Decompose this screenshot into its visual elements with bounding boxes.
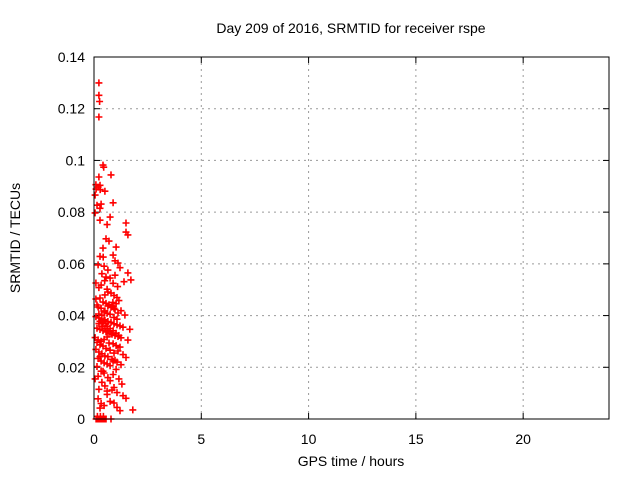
x-tick-label: 10 <box>301 431 317 447</box>
y-tick-label: 0.1 <box>66 152 86 168</box>
data-points <box>91 79 137 423</box>
x-tick-label: 5 <box>197 431 205 447</box>
chart-title: Day 209 of 2016, SRMTID for receiver rsp… <box>216 20 485 36</box>
y-tick-label: 0.12 <box>58 101 85 117</box>
x-tick-label: 0 <box>90 431 98 447</box>
x-axis-label: GPS time / hours <box>298 453 405 469</box>
y-axis-label: SRMTID / TECUs <box>7 183 23 293</box>
y-tick-label: 0.06 <box>58 256 85 272</box>
tick-labels: 0 5 10 15 20 0 0.02 0.04 0.06 0.08 0.1 0.12 0.14 <box>58 49 531 447</box>
x-tick-label: 20 <box>515 431 531 447</box>
x-tick-label: 15 <box>408 431 424 447</box>
tick-marks <box>93 56 609 420</box>
y-tick-label: 0.14 <box>58 49 85 65</box>
data-point-layer <box>91 79 137 423</box>
grid-lines <box>94 57 609 419</box>
y-tick-label: 0.04 <box>58 308 85 324</box>
y-tick-label: 0.08 <box>58 204 85 220</box>
y-tick-label: 0.02 <box>58 359 85 375</box>
y-tick-label: 0 <box>77 411 85 427</box>
plot-border <box>93 56 610 420</box>
